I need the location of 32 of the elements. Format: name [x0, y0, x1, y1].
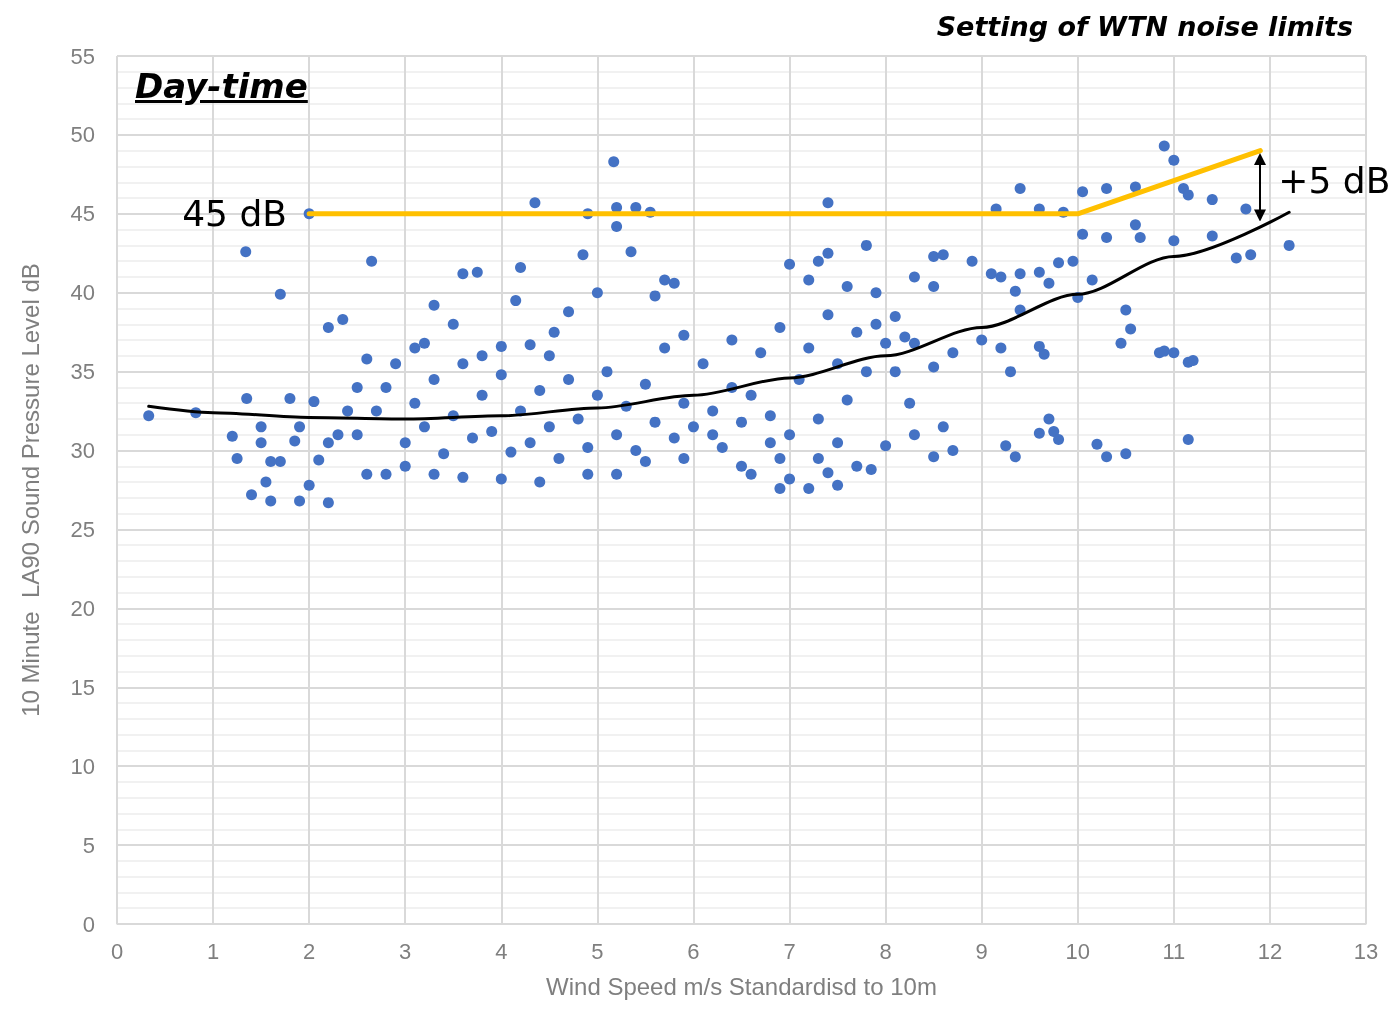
y-tick-label: 50	[70, 122, 95, 148]
y-axis-title: 10 Minute LA90 Sound Pressure Level dB	[16, 263, 44, 717]
x-tick-label: 13	[1353, 938, 1379, 964]
x-tick-label: 5	[591, 938, 604, 964]
y-tick-label: 0	[82, 911, 95, 937]
annotation: 45 dB	[182, 193, 287, 235]
x-tick-label: 0	[110, 938, 124, 964]
x-tick-label: 10	[1065, 938, 1091, 964]
y-tick-label: 20	[70, 595, 95, 621]
y-tick-label: 40	[70, 280, 95, 306]
x-tick-label: 7	[783, 938, 796, 964]
annotation: +5 dB	[1278, 160, 1391, 202]
x-tick-label: 8	[879, 938, 892, 964]
y-tick-label: 35	[70, 359, 95, 385]
y-tick-label: 15	[70, 674, 95, 700]
x-axis-title: Wind Speed m/s Standardisd to 10m	[546, 972, 937, 1000]
x-tick-label: 2	[303, 938, 316, 964]
x-tick-label: 9	[975, 938, 988, 964]
x-tick-label: 6	[687, 938, 700, 964]
x-tick-label: 11	[1162, 938, 1186, 964]
x-tick-label: 1	[206, 938, 220, 964]
x-tick-label: 3	[399, 938, 412, 964]
y-tick-label: 10	[70, 753, 95, 779]
y-tick-label: 25	[70, 516, 95, 542]
x-tick-label: 4	[495, 938, 508, 964]
annotation: Day-time	[135, 66, 308, 106]
y-tick-label: 30	[70, 438, 95, 464]
x-tick-label: 12	[1257, 938, 1283, 964]
y-tick-label: 5	[82, 832, 95, 858]
y-tick-label: 45	[70, 201, 95, 227]
y-tick-label: 55	[70, 43, 95, 69]
chart-title: Setting of WTN noise limits	[936, 11, 1354, 42]
